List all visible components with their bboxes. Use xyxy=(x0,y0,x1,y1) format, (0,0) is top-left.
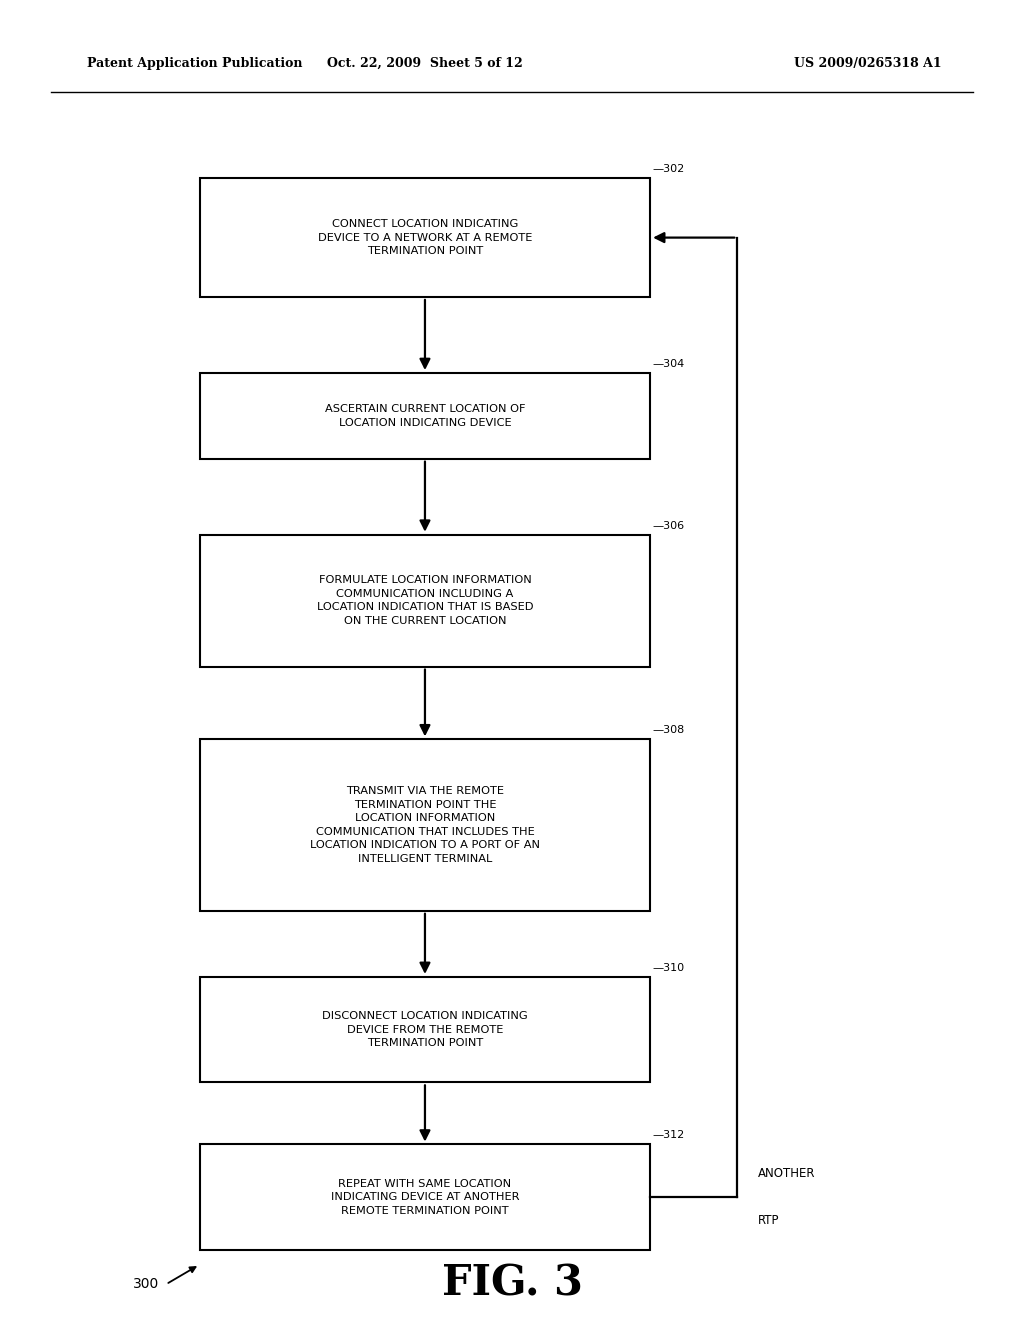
Text: —312: —312 xyxy=(652,1130,684,1140)
Text: REPEAT WITH SAME LOCATION
INDICATING DEVICE AT ANOTHER
REMOTE TERMINATION POINT: REPEAT WITH SAME LOCATION INDICATING DEV… xyxy=(331,1179,519,1216)
Text: DISCONNECT LOCATION INDICATING
DEVICE FROM THE REMOTE
TERMINATION POINT: DISCONNECT LOCATION INDICATING DEVICE FR… xyxy=(323,1011,527,1048)
Text: Oct. 22, 2009  Sheet 5 of 12: Oct. 22, 2009 Sheet 5 of 12 xyxy=(327,57,523,70)
Text: CONNECT LOCATION INDICATING
DEVICE TO A NETWORK AT A REMOTE
TERMINATION POINT: CONNECT LOCATION INDICATING DEVICE TO A … xyxy=(317,219,532,256)
Text: —302: —302 xyxy=(652,164,684,174)
Text: Patent Application Publication: Patent Application Publication xyxy=(87,57,302,70)
Text: —306: —306 xyxy=(652,520,684,531)
Text: ASCERTAIN CURRENT LOCATION OF
LOCATION INDICATING DEVICE: ASCERTAIN CURRENT LOCATION OF LOCATION I… xyxy=(325,404,525,428)
Text: —304: —304 xyxy=(652,359,684,368)
Text: FIG. 3: FIG. 3 xyxy=(441,1262,583,1304)
Bar xyxy=(200,977,650,1082)
Text: TRANSMIT VIA THE REMOTE
TERMINATION POINT THE
LOCATION INFORMATION
COMMUNICATION: TRANSMIT VIA THE REMOTE TERMINATION POIN… xyxy=(310,785,540,865)
Text: —310: —310 xyxy=(652,962,684,973)
Text: —308: —308 xyxy=(652,725,684,735)
Bar xyxy=(200,739,650,911)
Bar xyxy=(200,178,650,297)
Bar xyxy=(200,535,650,667)
Bar xyxy=(200,1144,650,1250)
Text: ANOTHER: ANOTHER xyxy=(758,1167,815,1180)
Bar xyxy=(200,372,650,458)
Text: US 2009/0265318 A1: US 2009/0265318 A1 xyxy=(795,57,942,70)
Text: 300: 300 xyxy=(132,1278,159,1291)
Text: FORMULATE LOCATION INFORMATION
COMMUNICATION INCLUDING A
LOCATION INDICATION THA: FORMULATE LOCATION INFORMATION COMMUNICA… xyxy=(316,576,534,626)
Text: RTP: RTP xyxy=(758,1214,779,1228)
